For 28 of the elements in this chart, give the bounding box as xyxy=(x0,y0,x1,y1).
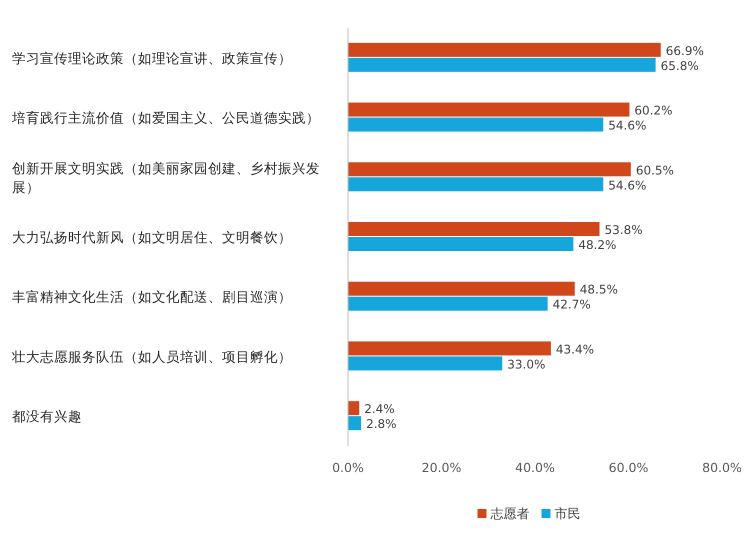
data-label: 60.5% xyxy=(636,163,674,178)
data-label: 2.8% xyxy=(366,417,397,432)
y-tick-label: 丰富精神文化生活（如文化配送、剧目巡演） xyxy=(12,290,292,306)
y-tick-label: 培育践行主流价值（如爱国主义、公民道德实践） xyxy=(11,110,320,127)
legend-label: 市民 xyxy=(554,507,580,522)
x-tick-label: 80.0% xyxy=(702,460,742,475)
data-label: 33.0% xyxy=(507,357,546,372)
data-label: 54.6% xyxy=(608,118,646,133)
data-label: 2.4% xyxy=(364,402,395,416)
data-label: 66.9% xyxy=(666,44,704,58)
x-tick-label: 0.0% xyxy=(332,460,364,475)
data-label: 60.2% xyxy=(634,104,673,118)
data-label: 65.8% xyxy=(660,58,699,73)
x-tick-label: 20.0% xyxy=(422,460,462,475)
x-tick-label: 60.0% xyxy=(608,460,648,475)
data-label: 54.6% xyxy=(608,178,646,192)
data-label: 48.2% xyxy=(578,238,616,252)
y-tick-label: 创新开展文明实践（如美丽家园创建、乡村振兴发展） xyxy=(12,160,320,196)
y-tick-label: 大力弘扬时代新风（如文明居住、文明餐饮） xyxy=(12,230,292,246)
data-label: 48.5% xyxy=(580,282,618,297)
data-label: 53.8% xyxy=(604,223,643,237)
data-label: 42.7% xyxy=(552,298,591,312)
data-label: 43.4% xyxy=(556,342,594,356)
legend-label: 志愿者 xyxy=(490,507,530,522)
y-tick-label: 壮大志愿服务队伍（如人员培训、项目孵化） xyxy=(11,349,292,366)
y-tick-label: 学习宣传理论政策（如理论宣讲、政策宣传） xyxy=(12,50,292,67)
y-tick-label: 都没有兴趣 xyxy=(12,409,82,426)
x-tick-label: 40.0% xyxy=(515,460,555,475)
